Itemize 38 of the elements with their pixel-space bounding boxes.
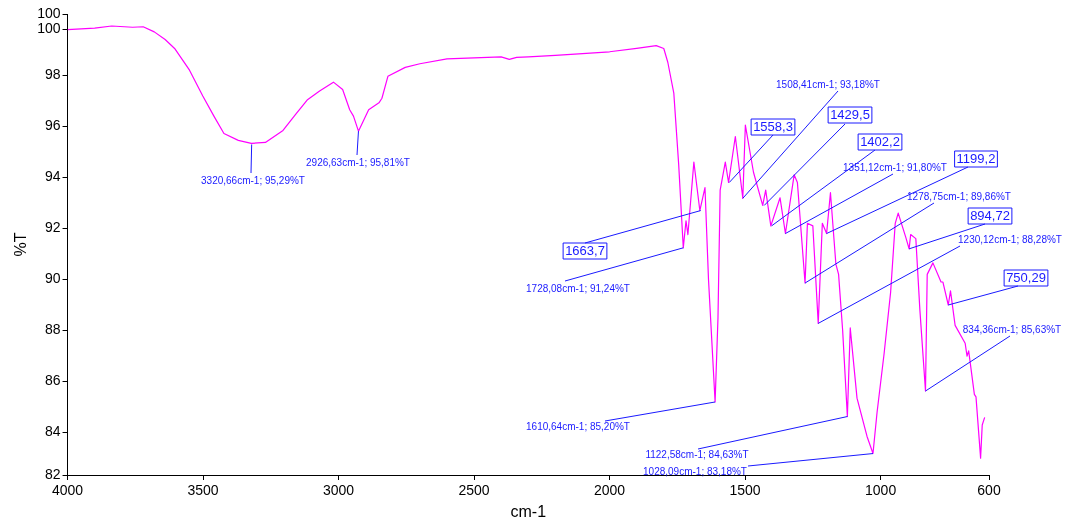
annotation: 2926,63cm-1; 95,81%T (306, 156, 410, 168)
annotation: 1610,64cm-1; 85,20%T (526, 420, 630, 432)
annotation: 1278,75cm-1; 89,86%T (907, 190, 1011, 202)
annotation: 1028,09cm-1; 83,18%T (643, 465, 747, 477)
y-tick-label: 86 (44, 372, 61, 389)
x-axis-title: cm-1 (510, 502, 547, 520)
y-tick-label: 92 (44, 219, 61, 236)
annotation: 750,29 (1006, 269, 1046, 285)
annotation: 3320,66cm-1; 95,29%T (201, 174, 305, 186)
y-tick-label: 84 (44, 423, 61, 440)
x-tick-label: 1500 (729, 482, 761, 499)
annotation: 834,36cm-1; 85,63%T (962, 323, 1062, 335)
y-axis-title: %T (12, 232, 30, 257)
y-tick-label: 88 (44, 321, 61, 338)
x-tick-label: 3500 (187, 482, 219, 499)
y-tick-label: 96 (44, 117, 61, 134)
annotation: 894,72 (970, 207, 1010, 223)
y-tick-label: 94 (44, 168, 61, 185)
x-tick-label: 1000 (865, 482, 897, 499)
annotation: 1122,58cm-1; 84,63%T (645, 448, 749, 460)
annotation: 1508,41cm-1; 93,18%T (776, 78, 880, 90)
annotation: 1402,2 (860, 133, 900, 149)
x-tick-label: 4000 (51, 482, 84, 499)
annotation: 1558,3 (753, 118, 793, 134)
y-tick-label: 90 (44, 270, 61, 287)
annotation: 1429,5 (830, 106, 870, 122)
x-tick-label: 3000 (322, 482, 355, 499)
annotation: 1663,7 (565, 242, 605, 258)
y-tick-label: 100 (37, 4, 61, 21)
annotation: 1728,08cm-1; 91,24%T (526, 282, 630, 294)
y-tick-label: 82 (44, 465, 61, 482)
x-tick-label: 2000 (594, 482, 626, 499)
x-tick-label: 2500 (458, 482, 490, 499)
y-tick-label: 98 (44, 66, 61, 83)
annotation: 1199,2 (956, 150, 996, 166)
x-tick-label: 600 (977, 482, 1001, 499)
annotation: 1230,12cm-1; 88,28%T (958, 233, 1062, 245)
y-tick-label: 100 (37, 20, 61, 37)
